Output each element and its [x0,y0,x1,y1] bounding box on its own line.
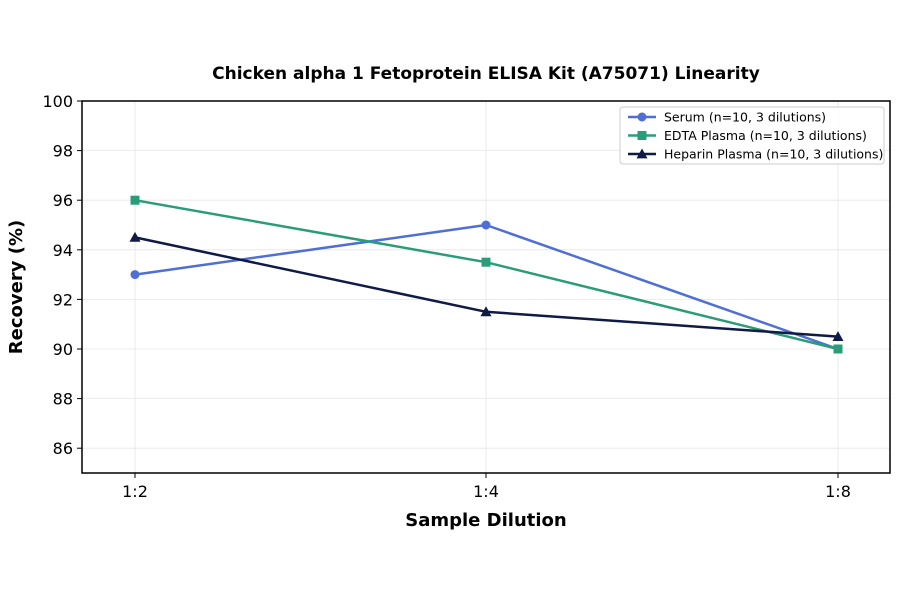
x-tick-label: 1:8 [825,482,851,501]
data-point [130,270,140,280]
legend-swatch-marker [637,112,647,122]
y-tick-label: 96 [53,191,73,210]
data-point [130,195,140,205]
y-tick-label: 98 [53,142,73,161]
x-axis-label: Sample Dilution [405,510,566,531]
data-point [832,331,844,341]
y-tick-label: 92 [53,290,73,309]
y-tick-label: 94 [53,241,73,260]
data-point [481,220,491,230]
legend-swatch-marker [636,148,648,159]
y-tick-label: 100 [42,92,73,111]
series-2 [130,195,843,354]
chart-title: Chicken alpha 1 Fetoprotein ELISA Kit (A… [212,64,760,84]
legend-label: Serum (n=10, 3 dilutions) [664,110,826,125]
legend: Serum (n=10, 3 dilutions) EDTA Plasma (n=… [619,106,885,165]
series-lines [129,195,844,354]
data-point [480,306,492,317]
legend-label: Heparin Plasma (n=10, 3 dilutions) [664,147,883,162]
data-point [129,231,141,242]
axis-ticks: 86 88 90 92 94 96 98 100 1:2 1:4 1:8 [42,92,850,501]
data-point [481,257,491,267]
legend-box [619,106,885,165]
x-tick-label: 1:4 [473,482,499,501]
y-tick-label: 90 [53,340,73,359]
y-tick-label: 88 [53,390,73,409]
legend-swatch-marker [637,131,647,140]
legend-label: EDTA Plasma (n=10, 3 dilutions) [664,128,867,143]
y-tick-label: 86 [53,439,73,458]
y-axis-label: Recovery (%) [6,220,27,354]
series-3 [129,231,844,341]
series-1 [130,220,843,354]
x-tick-label: 1:2 [122,482,148,501]
data-point [833,344,843,354]
